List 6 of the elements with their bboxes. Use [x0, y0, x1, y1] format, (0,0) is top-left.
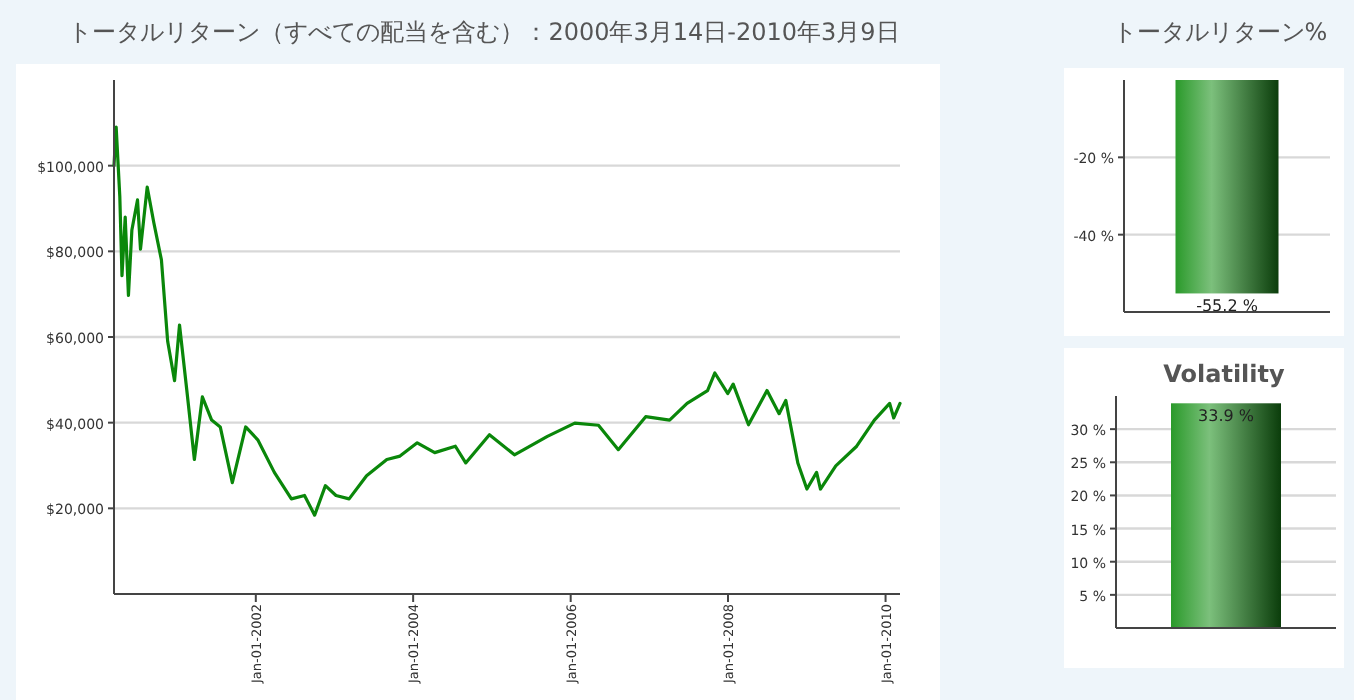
chart-title: Volatility [1163, 360, 1286, 388]
data-label: -55.2 % [1196, 297, 1259, 316]
data-label: 33.9 % [1198, 407, 1255, 426]
chart-title: トータルリターン（すべての配当を含む）：2000年3月14日-2010年3月9日 [68, 18, 900, 46]
chart-title: トータルリターン% [1112, 18, 1328, 46]
line-series [112, 125, 902, 517]
